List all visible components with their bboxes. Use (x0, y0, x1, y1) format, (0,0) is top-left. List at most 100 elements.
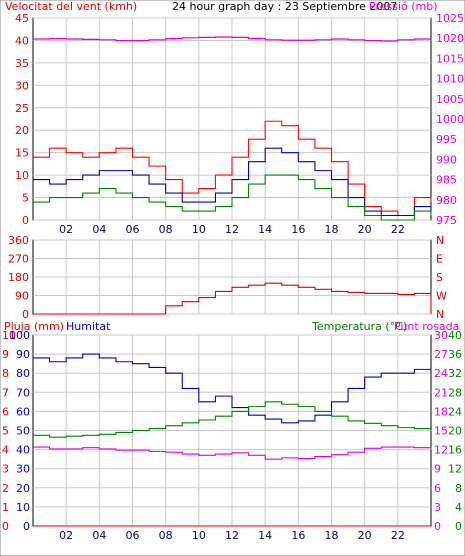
compass-tick-label: S (436, 271, 443, 284)
x-tick-label: 20 (358, 529, 372, 542)
pressure-tick-label: 1005 (436, 93, 464, 106)
humidity-tick-label: 40 (16, 444, 30, 457)
compass-tick-label: E (436, 253, 443, 266)
direction-tick-label: 270 (8, 253, 29, 266)
pressure-tick-label: 1015 (436, 52, 464, 65)
temperature-tick-label: 24 (448, 405, 462, 418)
x-tick-label: 08 (159, 529, 173, 542)
pressure-tick-label: 1010 (436, 73, 464, 86)
temperature-tick-label: 16 (448, 444, 462, 457)
temperature-axis-title: Temperatura (°C) (311, 320, 407, 333)
temperature-tick-label: 4 (455, 501, 462, 514)
humidity-tick-label: 100 (9, 329, 30, 342)
series-wind-avg (33, 147, 432, 217)
x-tick-label: 06 (126, 529, 140, 542)
wind-tick-label: 5 (22, 192, 29, 205)
series-wind-min (33, 174, 432, 221)
rain-tick-label: 2 (2, 482, 9, 495)
graph-title: 24 hour graph day : 23 Septiembre 2007 (172, 0, 397, 13)
x-tick-label: 02 (59, 529, 73, 542)
humidity-tick-label: 10 (16, 501, 30, 514)
dewpoint-tick-label: 30 (434, 329, 448, 342)
wind-tick-label: 15 (15, 147, 29, 160)
rain-tick-label: 3 (2, 463, 9, 476)
rain-tick-label: 5 (2, 425, 9, 438)
rain-tick-label: 9 (2, 348, 9, 361)
series-direction (33, 282, 432, 315)
humidity-tick-label: 0 (23, 520, 30, 533)
direction-tick-label: 90 (15, 290, 29, 303)
wind-direction-series (33, 282, 432, 315)
dewpoint-tick-label: 3 (434, 501, 441, 514)
rain-tick-label: 7 (2, 386, 9, 399)
pressure-tick-label: 995 (436, 133, 457, 146)
humidity-panel-tick-labels: 02 04 06 08 10 12 14 16 18 20 22012345678910010203… (2, 329, 462, 542)
pressure-axis-title: Pressió (mb) (369, 0, 438, 13)
pressure-tick-label: 985 (436, 174, 457, 187)
rain-tick-label: 6 (2, 405, 9, 418)
humidity-panel-grid (33, 334, 431, 527)
rain-tick-label: 4 (2, 444, 9, 457)
x-tick-label: 04 (92, 529, 106, 542)
x-tick-label: 12 (225, 223, 239, 236)
wind-tick-label: 40 (15, 34, 29, 47)
temperature-tick-label: 0 (455, 520, 462, 533)
wind-tick-label: 35 (15, 57, 29, 70)
wind-panel-tick-labels: 0510152025303540459759809859909951000100… (15, 12, 464, 236)
pressure-tick-label: 980 (436, 194, 457, 207)
wind-tick-label: 30 (15, 79, 29, 92)
rain-tick-label: 0 (2, 520, 9, 533)
direction-tick-label: 360 (8, 234, 29, 247)
compass-tick-label: N (436, 234, 444, 247)
x-tick-label: 20 (358, 223, 372, 236)
compass-tick-label: N (436, 308, 444, 321)
pressure-tick-label: 975 (436, 214, 457, 227)
temperature-tick-label: 32 (448, 367, 462, 380)
temperature-tick-label: 12 (448, 463, 462, 476)
x-tick-label: 14 (258, 529, 272, 542)
humidity-tick-label: 70 (16, 386, 30, 399)
temperature-tick-label: 8 (455, 482, 462, 495)
dewpoint-axis-title: Punt rosada (394, 320, 459, 333)
humidity-tick-label: 60 (16, 405, 30, 418)
dewpoint-tick-label: 9 (434, 463, 441, 476)
x-tick-label: 10 (192, 529, 206, 542)
dewpoint-tick-label: 27 (434, 348, 448, 361)
x-tick-label: 12 (225, 529, 239, 542)
humidity-tick-label: 80 (16, 367, 30, 380)
x-tick-label: 02 (59, 223, 73, 236)
temperature-tick-label: 36 (448, 348, 462, 361)
dewpoint-tick-label: 18 (434, 405, 448, 418)
rain-tick-label: 10 (2, 329, 16, 342)
dewpoint-tick-label: 24 (434, 367, 448, 380)
x-tick-label: 04 (92, 223, 106, 236)
rain-tick-label: 8 (2, 367, 9, 380)
pressure-tick-label: 1020 (436, 32, 464, 45)
compass-tick-label: W (436, 290, 447, 303)
x-tick-label: 08 (159, 223, 173, 236)
direction-tick-label: 180 (8, 271, 29, 284)
x-tick-label: 22 (391, 223, 405, 236)
dewpoint-tick-label: 6 (434, 482, 441, 495)
series-humidity (33, 353, 432, 424)
dewpoint-tick-label: 21 (434, 386, 448, 399)
dewpoint-tick-label: 0 (434, 520, 441, 533)
humidity-tick-label: 50 (16, 425, 30, 438)
temperature-tick-label: 40 (448, 329, 462, 342)
wind-tick-label: 45 (15, 12, 29, 25)
wind-tick-label: 25 (15, 102, 29, 115)
humidity-temperature-series (33, 353, 432, 527)
rain-axis-title: Pluja (mm) (4, 320, 64, 333)
temperature-tick-label: 20 (448, 425, 462, 438)
humidity-axis-title: Humitat (66, 320, 111, 333)
rain-tick-label: 1 (2, 501, 9, 514)
x-tick-label: 22 (391, 529, 405, 542)
wind-tick-label: 0 (22, 214, 29, 227)
x-tick-label: 10 (192, 223, 206, 236)
x-tick-label: 16 (291, 529, 305, 542)
pressure-tick-label: 1025 (436, 12, 464, 25)
direction-tick-label: 0 (22, 308, 29, 321)
series-temperature (33, 401, 431, 438)
pressure-tick-label: 990 (436, 153, 457, 166)
